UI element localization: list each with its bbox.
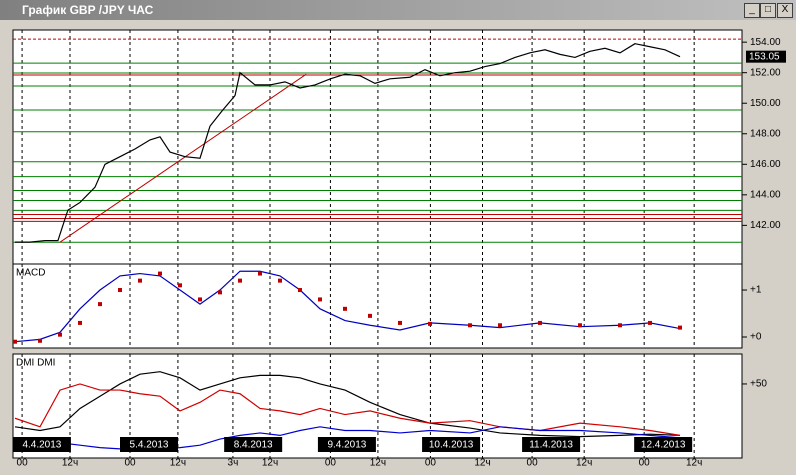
signal-dot xyxy=(343,306,347,311)
signal-dot xyxy=(398,320,402,325)
date-box xyxy=(224,437,283,452)
signal-dot xyxy=(278,278,282,283)
close-button[interactable]: X xyxy=(777,3,793,18)
date-box xyxy=(12,437,71,452)
x-tick-label: 00 xyxy=(639,458,651,469)
x-tick-label: 00 xyxy=(325,458,337,469)
x-tick-label: 00 xyxy=(425,458,437,469)
y-tick-label: 154.00 xyxy=(750,37,781,48)
x-tick-label: 00 xyxy=(527,458,539,469)
y-tick-label: 150.00 xyxy=(750,98,781,109)
signal-dot xyxy=(648,320,652,325)
date-box xyxy=(522,437,581,452)
signal-dot xyxy=(218,290,222,295)
x-tick-label: 12ч xyxy=(576,458,592,469)
signal-dot xyxy=(38,338,42,343)
date-label: 11.4.2013 xyxy=(529,440,573,451)
series-line xyxy=(14,270,681,343)
signal-dot xyxy=(428,321,432,326)
window-title: График GBP /JPY ЧАС xyxy=(22,3,154,17)
series-line xyxy=(14,426,681,450)
panel-title: DMI DMI xyxy=(16,358,55,369)
y-tick-label: +0 xyxy=(750,332,762,343)
signal-dot xyxy=(298,288,302,293)
y-tick-label: +50 xyxy=(750,379,767,390)
signal-dot xyxy=(678,325,682,330)
chart: 142.00 144.00 146.00 148.00 150.00 152.00 154.… xyxy=(12,29,786,469)
y-tick-label: 148.00 xyxy=(750,128,781,139)
signal-dot xyxy=(578,323,582,328)
date-label: 10.4.2013 xyxy=(429,440,474,451)
x-tick-label: 00 xyxy=(17,458,29,469)
x-tick-label: 3ч xyxy=(228,458,239,469)
x-tick-label: 12ч xyxy=(262,458,278,469)
x-tick-label: 12ч xyxy=(170,458,186,469)
signal-dot xyxy=(618,323,622,328)
signal-dot xyxy=(468,323,472,328)
date-label: 9.4.2013 xyxy=(327,440,366,451)
signal-dot xyxy=(13,339,17,344)
date-box xyxy=(422,437,481,452)
y-tick-label: 146.00 xyxy=(750,159,781,170)
panel xyxy=(12,29,743,266)
signal-dot xyxy=(368,313,372,318)
signal-dot xyxy=(178,283,182,288)
trend-line xyxy=(59,73,307,243)
signal-dot xyxy=(158,271,162,276)
date-box xyxy=(317,437,376,452)
date-label: 8.4.2013 xyxy=(234,440,273,451)
y-tick-label: 152.00 xyxy=(750,67,781,78)
x-tick-label: 12ч xyxy=(370,458,386,469)
signal-dot xyxy=(118,288,122,293)
signal-dot xyxy=(498,323,502,328)
signal-dot xyxy=(538,320,542,325)
last-price-label: 153.05 xyxy=(749,51,780,62)
date-box xyxy=(634,437,693,452)
date-label: 12.4.2013 xyxy=(641,440,686,451)
date-box xyxy=(120,437,178,452)
series-line xyxy=(15,43,681,243)
last-price-box xyxy=(746,50,786,63)
signal-dot xyxy=(78,320,82,325)
title-bar: График GBP /JPY ЧАС _ □ X xyxy=(0,0,796,20)
maximize-button[interactable]: □ xyxy=(760,3,776,18)
y-tick-label: 142.00 xyxy=(750,220,781,231)
signal-dot xyxy=(238,278,242,283)
x-tick-label: 12ч xyxy=(686,458,702,469)
series-line xyxy=(14,371,681,438)
x-tick-label: 12ч xyxy=(62,458,78,469)
y-tick-label: +1 xyxy=(750,285,762,296)
minimize-button[interactable]: _ xyxy=(744,3,760,18)
date-label: 4.4.2013 xyxy=(22,440,61,451)
signal-dot xyxy=(318,297,322,302)
x-tick-label: 12ч xyxy=(474,458,490,469)
date-label: 5.4.2013 xyxy=(130,440,169,451)
y-tick-label: 144.00 xyxy=(750,189,781,200)
signal-dot xyxy=(258,271,262,276)
signal-dot xyxy=(198,297,202,302)
signal-dot xyxy=(58,332,62,337)
x-tick-label: 00 xyxy=(124,458,136,469)
signal-dot xyxy=(98,302,102,307)
signal-dot xyxy=(138,278,142,283)
panel-title: MACD xyxy=(16,268,45,279)
